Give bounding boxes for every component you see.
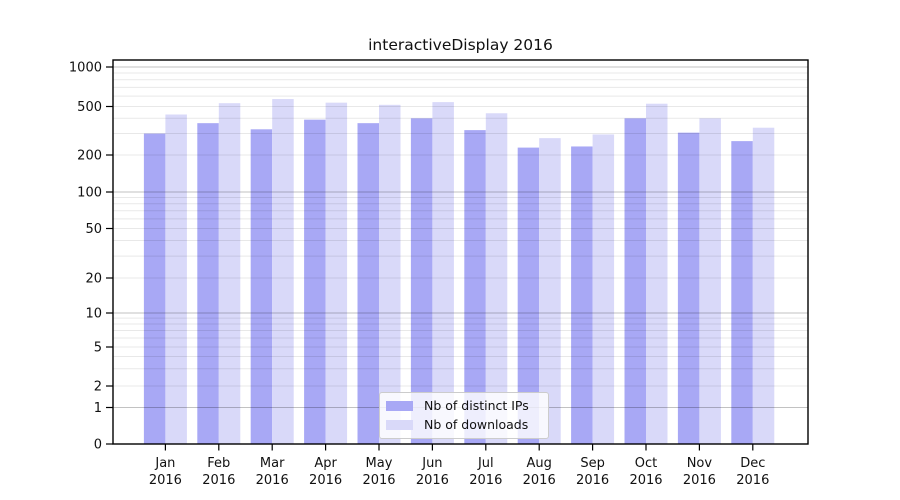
x-tick-label-year: 2016 [629,473,662,488]
x-tick-label-month: Mar [260,456,285,471]
x-tick-label-year: 2016 [149,473,182,488]
x-tick-label-year: 2016 [523,473,556,488]
bar-downloads-jul [485,113,508,444]
legend-swatch-distinct-ips [386,400,413,411]
bar-downloads-feb [218,103,241,445]
bar-downloads-sep [592,134,615,444]
bar-downloads-oct [646,103,668,445]
bar-distinct-ips-may [357,123,379,444]
x-tick-label-year: 2016 [309,473,342,488]
bar-downloads-jun [432,102,454,445]
x-tick-label-year: 2016 [736,473,769,488]
x-tick-label-year: 2016 [256,473,289,488]
x-tick-label-month: Sep [580,456,605,471]
x-tick-label-month: May [366,456,393,471]
bar-downloads-apr [325,102,348,444]
x-tick-label-month: Dec [740,456,765,471]
x-tick-label-month: Nov [687,456,713,471]
y-tick-label: 200 [77,149,102,164]
legend-label-distinct-ips: Nb of distinct IPs [424,398,529,413]
bar-distinct-ips-jan [143,133,166,445]
legend-label-downloads: Nb of downloads [424,417,529,432]
x-tick-label-year: 2016 [469,473,502,488]
x-tick-label-year: 2016 [576,473,609,488]
x-tick-label-year: 2016 [683,473,716,488]
y-tick-label: 20 [85,272,102,287]
bar-downloads-aug [539,138,561,445]
x-tick-label-year: 2016 [202,473,235,488]
chart-title: interactiveDisplay 2016 [368,36,553,54]
legend-swatch-downloads [386,419,413,430]
bar-distinct-ips-sep [571,146,593,445]
bar-distinct-ips-oct [624,118,646,445]
y-tick-label: 100 [77,186,102,201]
bar-downloads-may [379,104,401,444]
bar-distinct-ips-feb [197,123,219,444]
bar-distinct-ips-apr [304,119,326,445]
legend: Nb of distinct IPs Nb of downloads [379,392,549,439]
bar-distinct-ips-jul [464,130,486,445]
y-tick-label: 500 [77,100,102,115]
x-tick-label-month: Apr [314,456,337,471]
x-tick-label-year: 2016 [362,473,395,488]
bar-downloads-jan [165,114,187,444]
y-tick-label: 2 [94,380,102,395]
y-tick-label: 1 [94,401,102,416]
bar-downloads-nov [699,118,721,445]
y-tick-label: 1000 [69,61,102,76]
plot-border [112,59,809,445]
x-tick-label-year: 2016 [416,473,449,488]
x-tick-label-month: Aug [527,456,552,471]
bar-distinct-ips-dec [731,141,753,444]
bar-distinct-ips-jun [410,118,433,445]
bar-distinct-ips-nov [677,132,700,444]
x-tick-label-month: Feb [207,456,230,471]
legend-item-downloads: Nb of downloads [386,415,544,434]
x-tick-label-month: Jun [421,456,442,471]
y-tick-label: 50 [85,222,102,237]
bar-downloads-dec [752,127,775,444]
bar-distinct-ips-aug [517,147,540,444]
bar-distinct-ips-mar [250,129,273,444]
legend-item-distinct-ips: Nb of distinct IPs [386,396,544,415]
y-tick-label: 0 [94,438,102,453]
x-tick-label-month: Jan [154,456,175,471]
x-tick-label-month: Oct [635,456,657,471]
y-tick-label: 10 [85,307,102,322]
y-tick-label: 5 [94,341,102,356]
bar-downloads-mar [272,99,294,444]
x-tick-label-month: Jul [477,456,494,471]
